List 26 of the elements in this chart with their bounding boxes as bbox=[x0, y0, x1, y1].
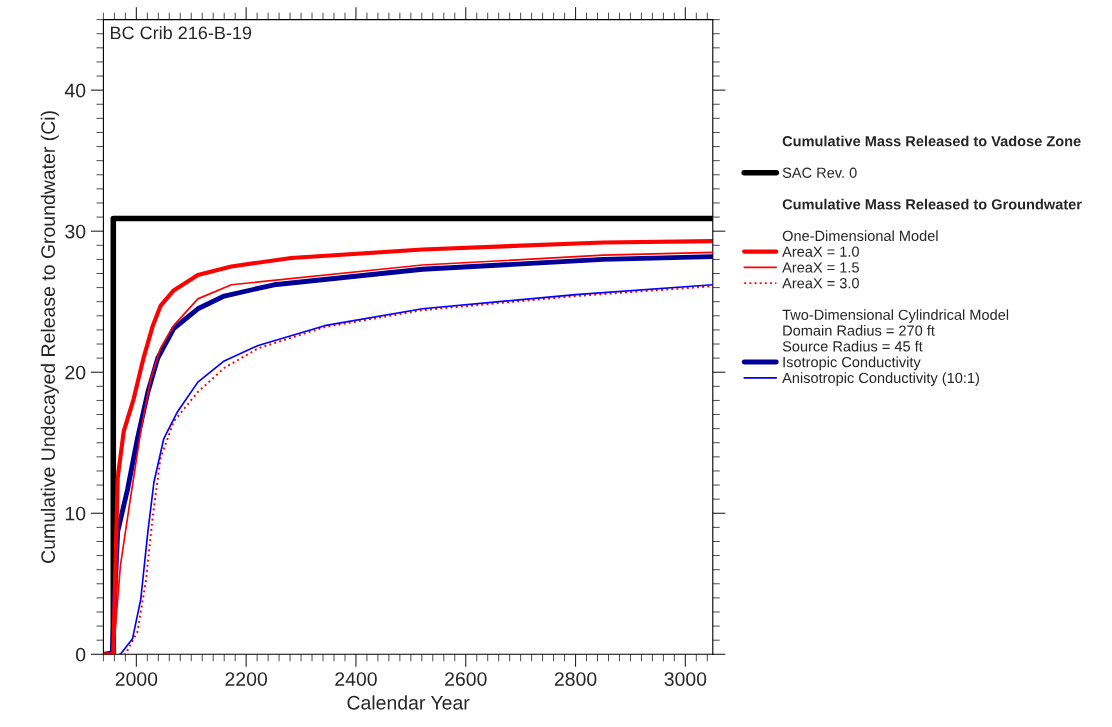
legend-label: AreaX = 1.5 bbox=[782, 262, 859, 273]
y-axis-title: Cumulative Undecayed Release to Groundwater (Ci) bbox=[40, 111, 59, 563]
y-tick-label: 0 bbox=[76, 647, 86, 662]
text: Two-Dimensional Cylindrical Model bbox=[782, 309, 1009, 323]
y-tick-label: 40 bbox=[64, 83, 86, 98]
legend-label: Anisotropic Conductivity (10:1) bbox=[782, 372, 979, 386]
text: Cumulative Mass Released to Vadose Zone bbox=[782, 135, 1081, 147]
x-tick-label: 2000 bbox=[115, 672, 158, 686]
legend-label: Isotropic Conductivity bbox=[783, 356, 921, 371]
x-axis-title: Calendar Year bbox=[347, 695, 470, 710]
chart-title: BC Crib 216-B-19 bbox=[110, 25, 252, 40]
x-tick-label: 2800 bbox=[554, 672, 597, 686]
legend-label: SAC Rev. 0 bbox=[782, 167, 857, 178]
text: Cumulative Mass Released to Groundwater bbox=[782, 198, 1082, 210]
x-tick-label: 2400 bbox=[335, 672, 377, 686]
legend-label: AreaX = 1.0 bbox=[782, 246, 859, 257]
x-tick-label: 3000 bbox=[664, 672, 707, 686]
text: One-Dimensional Model bbox=[782, 230, 938, 242]
y-tick-label: 30 bbox=[65, 224, 86, 239]
y-tick-label: 10 bbox=[65, 506, 86, 521]
x-tick-label: 2200 bbox=[225, 672, 268, 686]
source-note: Source Radius = 45 ft bbox=[782, 340, 923, 352]
x-tick-label: 2600 bbox=[445, 672, 487, 686]
text: Domain Radius = 270 ft bbox=[783, 325, 935, 336]
y-tick-label: 20 bbox=[65, 365, 86, 380]
legend-label: AreaX = 3.0 bbox=[782, 278, 859, 289]
